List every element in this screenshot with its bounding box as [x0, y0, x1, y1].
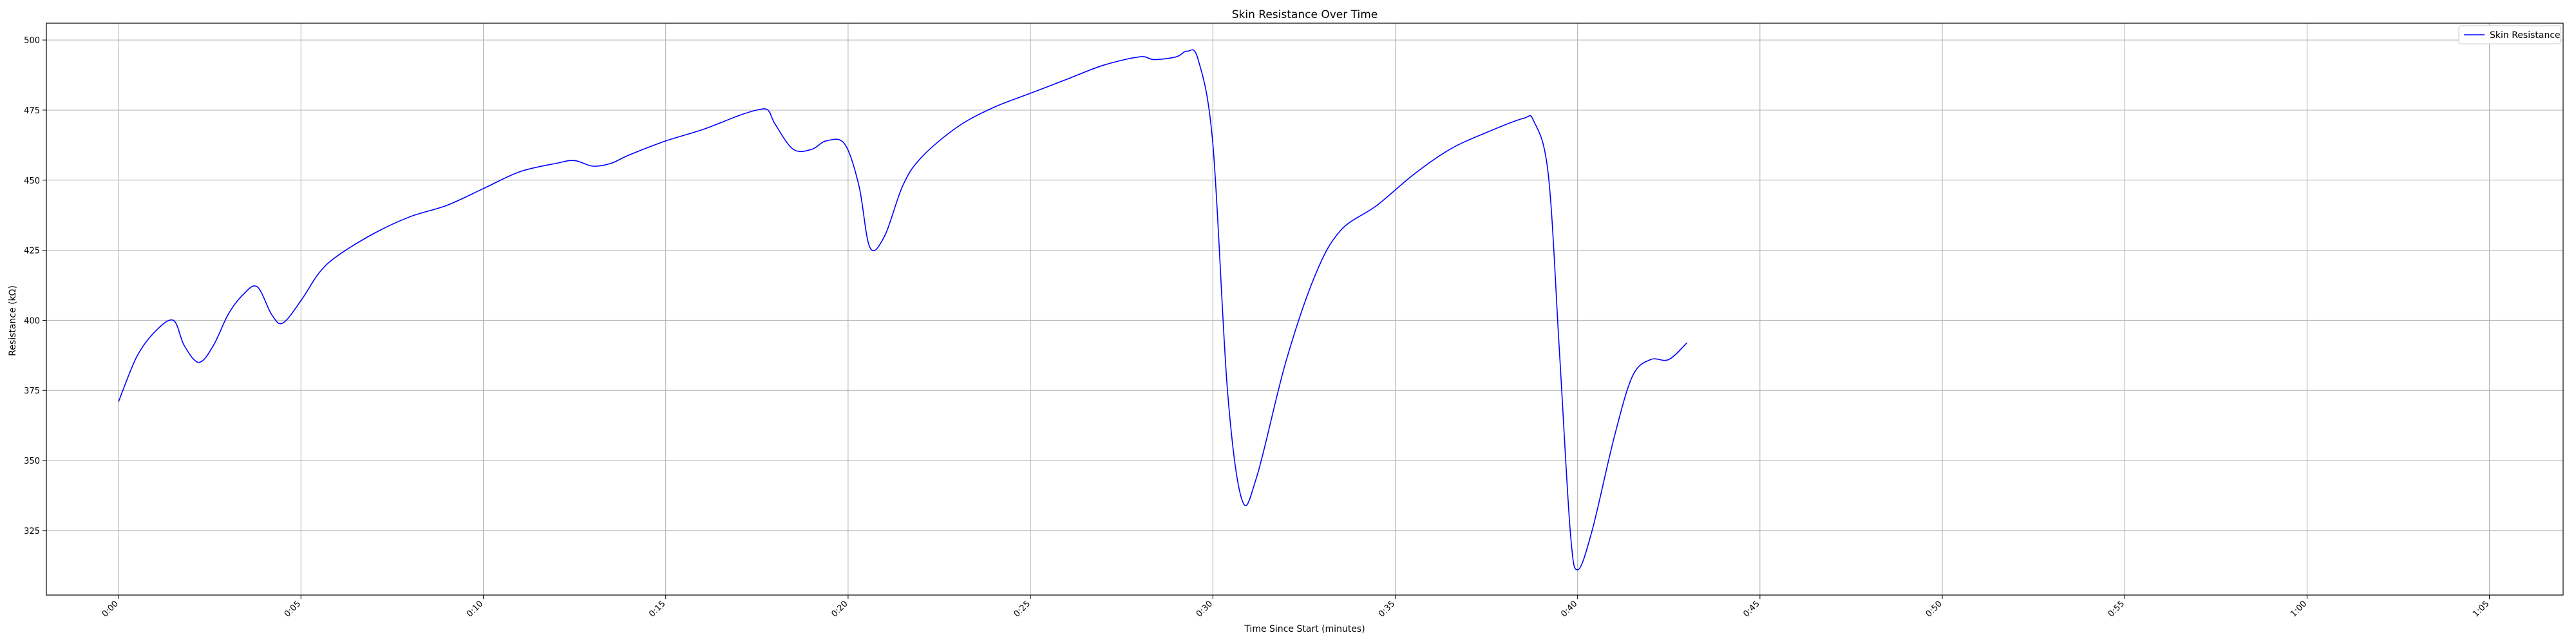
x-tick-label: 0:20 — [829, 599, 849, 619]
y-tick-label: 450 — [24, 176, 40, 186]
x-tick-label: 1:00 — [2289, 599, 2309, 619]
x-axis-label: Time Since Start (minutes) — [1244, 624, 1365, 634]
x-tick-label: 0:30 — [1195, 599, 1215, 619]
chart-title: Skin Resistance Over Time — [1232, 8, 1378, 21]
y-tick-label: 500 — [24, 36, 40, 46]
legend-label: Skin Resistance — [2490, 30, 2561, 41]
x-tick-label: 0:10 — [465, 599, 485, 619]
x-tick-label: 0:40 — [1559, 599, 1579, 619]
x-axis: 0:00 0:05 0:10 0:15 0:20 0:25 0:30 0:35 0:40 0:45… — [100, 595, 2491, 619]
x-tick-label: 0:55 — [2107, 599, 2126, 619]
y-tick-label: 375 — [24, 386, 40, 396]
y-tick-label: 400 — [24, 316, 40, 326]
grid — [46, 23, 2563, 595]
x-tick-label: 0:35 — [1377, 599, 1397, 619]
y-tick-label: 475 — [24, 106, 40, 116]
x-tick-label: 0:50 — [1924, 599, 1944, 619]
x-tick-label: 1:05 — [2471, 599, 2491, 619]
x-tick-label: 0:25 — [1012, 599, 1032, 619]
x-tick-label: 0:45 — [1741, 599, 1761, 619]
legend: Skin Resistance — [2458, 25, 2561, 44]
x-tick-label: 0:00 — [100, 599, 120, 619]
x-tick-label: 0:15 — [647, 599, 667, 619]
plot-frame — [46, 23, 2564, 596]
y-tick-label: 425 — [24, 247, 40, 256]
y-tick-label: 325 — [24, 527, 40, 536]
x-tick-label: 0:05 — [283, 599, 303, 619]
series-line-skin-resistance — [118, 49, 1688, 571]
legend-box — [2458, 25, 2561, 44]
y-tick-label: 350 — [24, 457, 40, 466]
y-axis-label: Resistance (kΩ) — [8, 285, 18, 356]
y-axis: 325 350 375 400 425 450 475 500 — [24, 36, 46, 536]
